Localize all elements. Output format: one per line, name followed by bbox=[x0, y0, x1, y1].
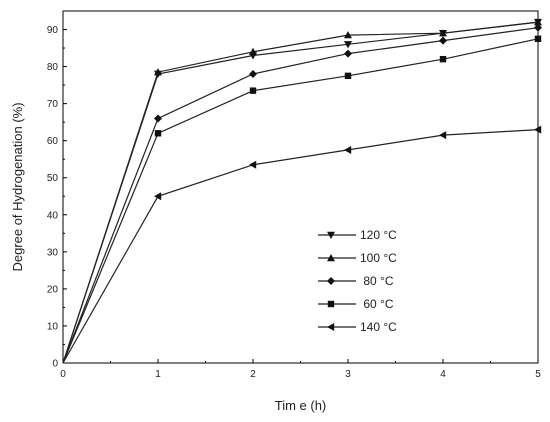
y-tick-label: 30 bbox=[47, 247, 59, 258]
y-tick-label: 50 bbox=[47, 173, 59, 184]
data-point bbox=[534, 125, 542, 134]
x-tick-label: 3 bbox=[345, 369, 351, 380]
data-point bbox=[439, 29, 447, 37]
x-axis-title: Tim e (h) bbox=[275, 398, 327, 413]
series-5 bbox=[62, 125, 542, 364]
y-axis: 0 10 20 30 40 50 60 70 80 90 bbox=[47, 25, 67, 370]
data-point bbox=[344, 41, 352, 49]
data-point bbox=[439, 55, 447, 63]
legend-marker bbox=[327, 277, 335, 285]
data-point bbox=[154, 114, 162, 123]
legend-label: 60 °C bbox=[360, 297, 394, 311]
legend-label: 140 °C bbox=[360, 320, 397, 334]
series-layer bbox=[62, 18, 542, 364]
legend-label: 80 °C bbox=[360, 274, 394, 288]
legend-item: 100 °C bbox=[318, 251, 397, 265]
y-tick-label: 90 bbox=[47, 25, 59, 36]
legend-item: 120 °C bbox=[318, 228, 397, 242]
legend-marker bbox=[327, 323, 335, 331]
series-line bbox=[62, 21, 539, 364]
y-tick-label: 0 bbox=[52, 359, 58, 370]
data-point bbox=[439, 131, 447, 140]
data-point bbox=[534, 23, 542, 32]
data-point bbox=[154, 130, 162, 137]
legend-label: 100 °C bbox=[360, 251, 397, 265]
data-point bbox=[534, 18, 542, 26]
x-tick-label: 4 bbox=[440, 369, 446, 380]
series-2 bbox=[62, 18, 542, 364]
y-axis-title: Degree of Hydrogenation (%) bbox=[10, 102, 25, 271]
legend: 120 °C 100 °C 80 °C 60 °C 140 °C bbox=[318, 228, 397, 334]
legend-marker bbox=[327, 231, 335, 239]
series-4 bbox=[62, 35, 542, 364]
data-point bbox=[534, 35, 542, 42]
y-tick-label: 70 bbox=[47, 99, 59, 110]
series-1 bbox=[62, 18, 542, 364]
data-point bbox=[249, 87, 257, 94]
data-point bbox=[439, 36, 447, 45]
data-point bbox=[344, 72, 352, 80]
x-tick-label: 1 bbox=[155, 369, 161, 380]
data-point bbox=[154, 68, 162, 76]
y-tick-label: 80 bbox=[47, 62, 59, 73]
y-tick-label: 20 bbox=[47, 284, 59, 295]
legend-marker bbox=[327, 300, 335, 308]
x-tick-label: 0 bbox=[60, 369, 66, 380]
y-tick-label: 40 bbox=[47, 210, 59, 221]
data-point bbox=[344, 49, 352, 58]
legend-item: 80 °C bbox=[318, 274, 394, 288]
x-axis: 0 1 2 3 4 5 bbox=[60, 359, 541, 380]
y-tick-label: 60 bbox=[47, 136, 59, 147]
legend-marker bbox=[327, 254, 335, 262]
x-tick-label: 5 bbox=[535, 369, 541, 380]
legend-label: 120 °C bbox=[360, 228, 397, 242]
data-point bbox=[344, 31, 352, 39]
data-point bbox=[249, 69, 257, 78]
data-point bbox=[249, 47, 257, 55]
data-point bbox=[344, 145, 352, 154]
legend-item: 60 °C bbox=[318, 297, 394, 311]
series-line bbox=[62, 27, 539, 364]
series-line bbox=[62, 129, 539, 364]
x-tick-label: 2 bbox=[250, 369, 256, 380]
data-point bbox=[249, 160, 257, 169]
series-3 bbox=[62, 23, 542, 364]
data-point bbox=[154, 192, 162, 201]
series-line bbox=[62, 38, 539, 364]
y-tick-label: 10 bbox=[47, 321, 59, 332]
series-line bbox=[62, 21, 539, 364]
legend-item: 140 °C bbox=[318, 320, 397, 334]
